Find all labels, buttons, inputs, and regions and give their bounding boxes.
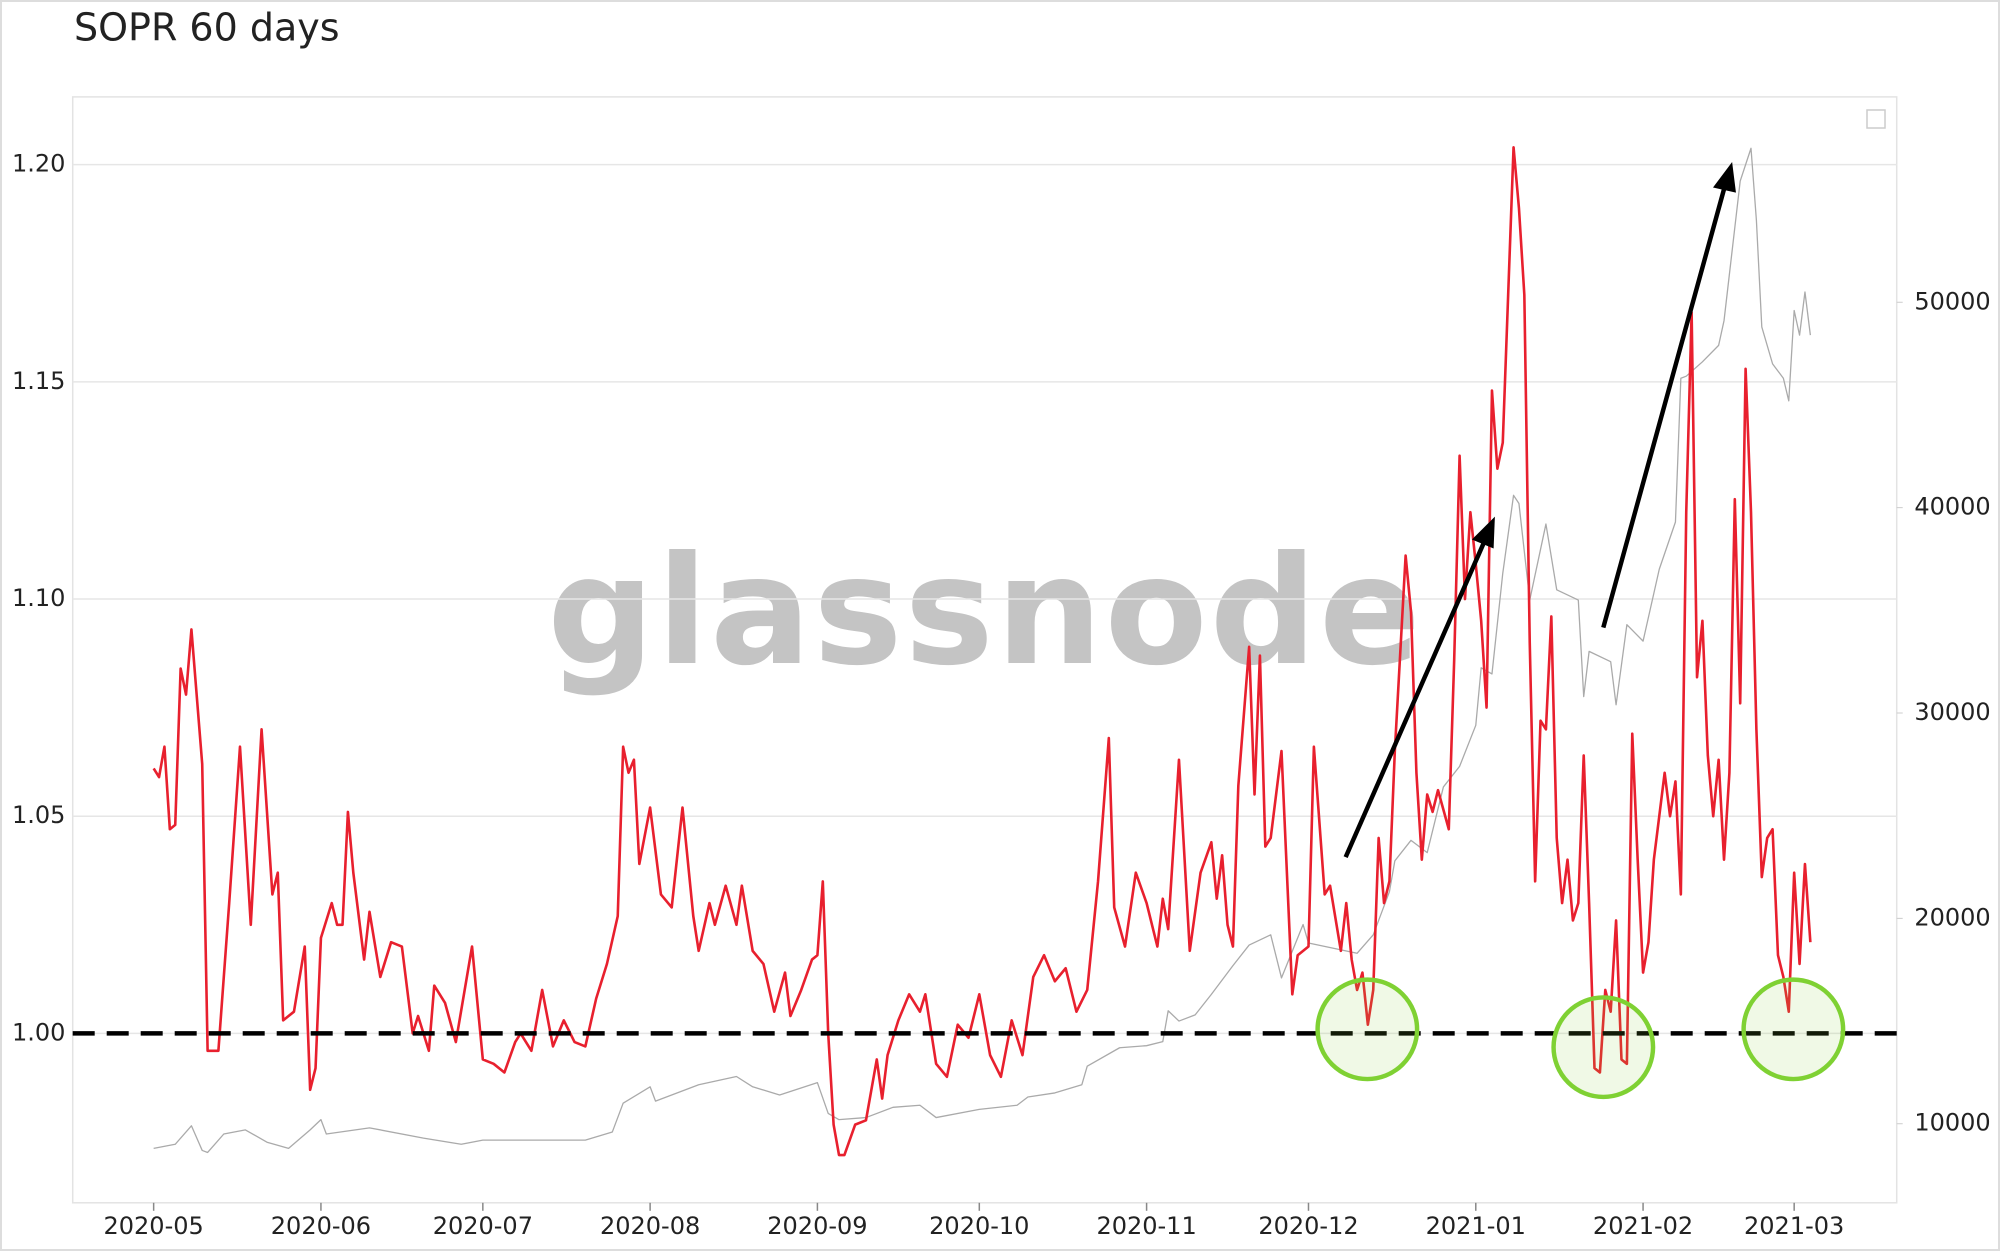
x-tick-label: 2020-05 — [104, 1212, 204, 1240]
y-tick-label: 1.20 — [12, 150, 65, 178]
x-tick-label: 2020-12 — [1258, 1212, 1358, 1240]
x-tick-label: 2020-10 — [929, 1212, 1029, 1240]
highlight-circle — [1741, 977, 1846, 1082]
highlight-circle — [1315, 977, 1420, 1082]
arrow-head — [1712, 161, 1736, 193]
x-tick-label: 2020-09 — [767, 1212, 867, 1240]
plot-area — [71, 96, 1898, 1204]
annotations — [1315, 161, 1846, 1100]
x-tick-label: 2020-08 — [600, 1212, 700, 1240]
y2-tick-label: 10000 — [1914, 1109, 1990, 1137]
y2-tick-label: 40000 — [1914, 493, 1990, 521]
y2-tick-label: 30000 — [1914, 698, 1990, 726]
y-tick-label: 1.15 — [12, 367, 65, 395]
y2-tick-label: 50000 — [1914, 287, 1990, 315]
y-tick-label: 1.00 — [12, 1018, 65, 1046]
x-tick-label: 2020-06 — [271, 1212, 371, 1240]
chart-title: SOPR 60 days — [74, 6, 340, 50]
x-tick-label: 2020-11 — [1096, 1212, 1196, 1240]
x-tick-label: 2021-02 — [1593, 1212, 1693, 1240]
y-tick-label: 1.10 — [12, 584, 65, 612]
y-tick-label: 1.05 — [12, 801, 65, 829]
x-tick-label: 2021-01 — [1426, 1212, 1526, 1240]
watermark: glassnode — [547, 525, 1423, 699]
x-tick-label: 2020-07 — [433, 1212, 533, 1240]
series-line — [153, 147, 1812, 1154]
y2-tick-label: 20000 — [1914, 903, 1990, 931]
arrow — [1601, 186, 1727, 629]
x-tick-label: 2021-03 — [1744, 1212, 1844, 1240]
arrow — [1343, 539, 1487, 859]
arrow-head — [1471, 516, 1495, 549]
highlight-circle — [1551, 995, 1656, 1100]
legend-toggle[interactable] — [1866, 109, 1886, 129]
